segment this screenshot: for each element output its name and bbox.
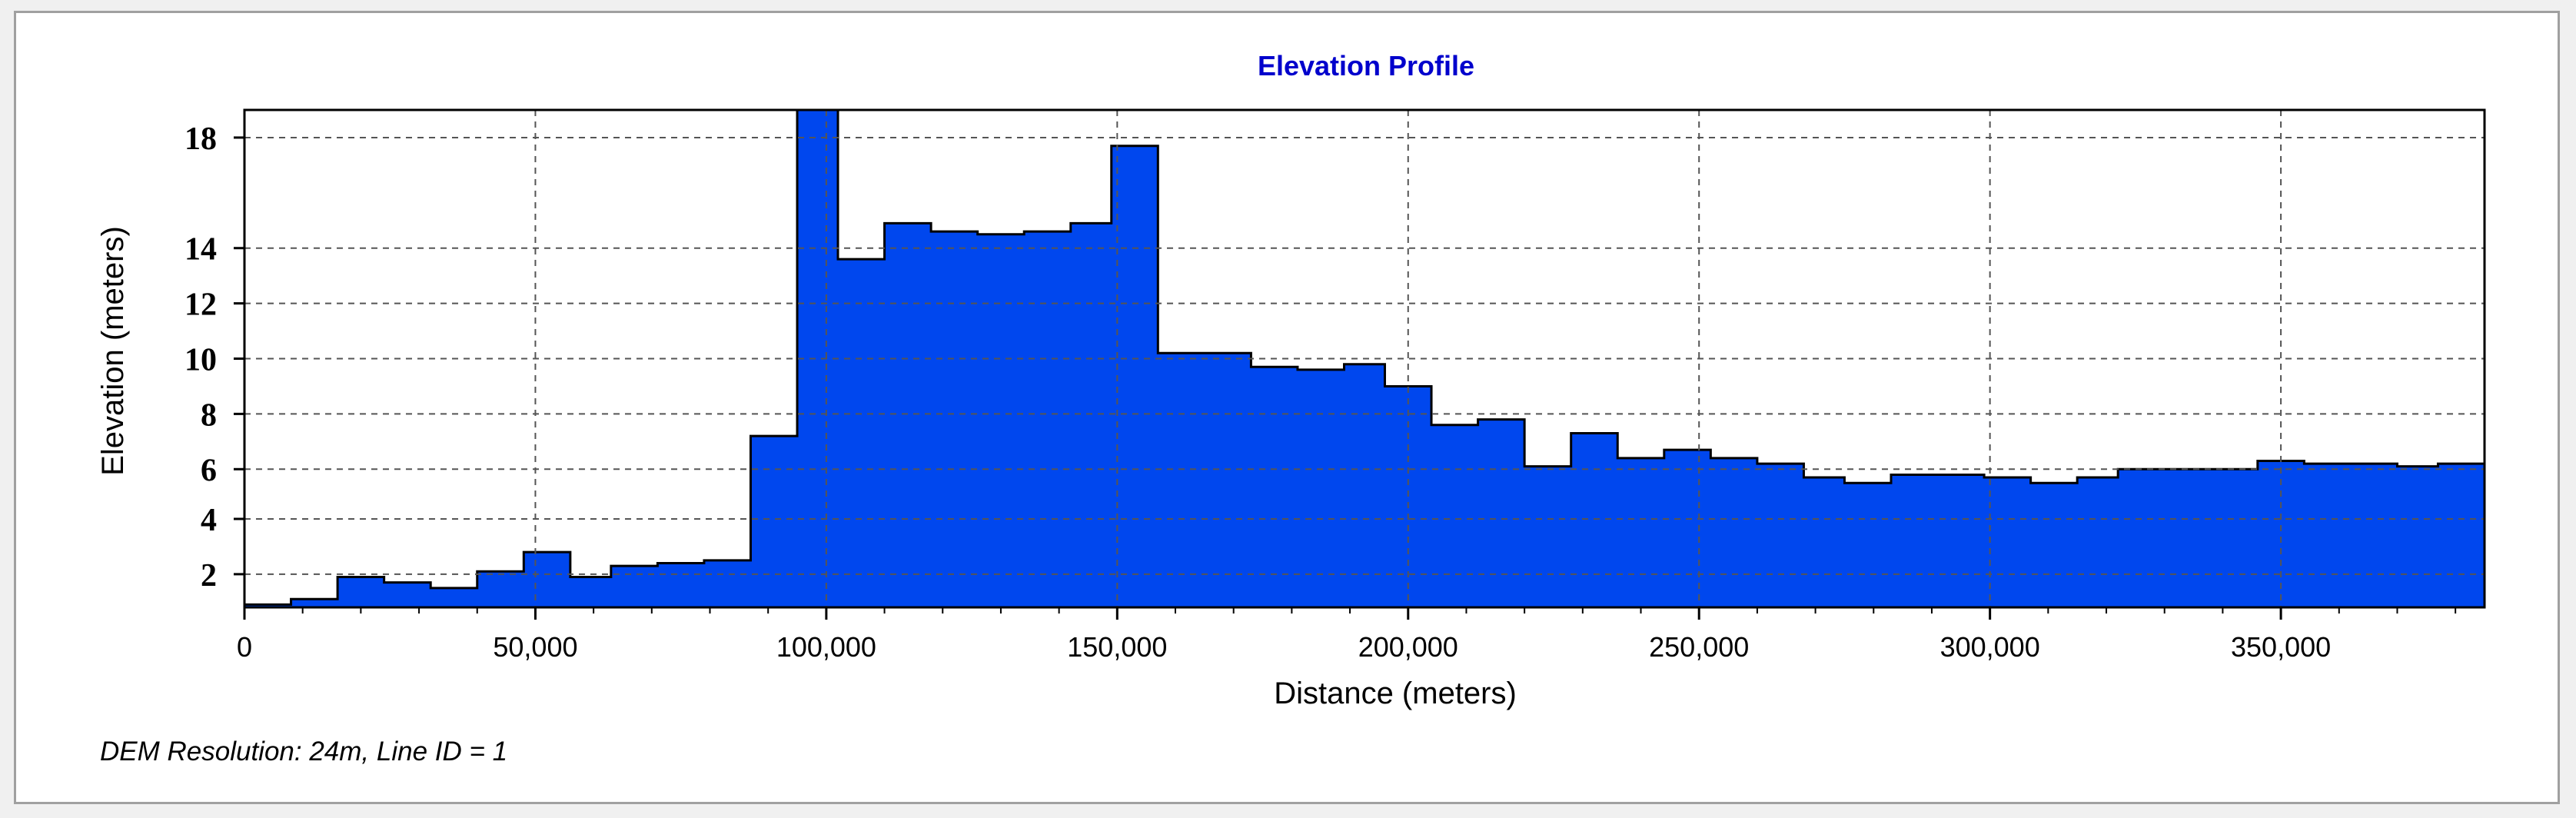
x-tick-label: 200,000: [1358, 631, 1458, 663]
x-axis-label: Distance (meters): [1274, 677, 1517, 710]
y-tick-label: 4: [201, 503, 217, 538]
x-tick-label: 50,000: [493, 631, 577, 663]
dem-resolution-note: DEM Resolution: 24m, Line ID = 1: [100, 737, 508, 766]
y-tick-label: 18: [184, 121, 217, 157]
y-axis-label: Elevation (meters): [96, 226, 130, 476]
x-tick-label: 250,000: [1649, 631, 1749, 663]
y-tick-label: 14: [184, 232, 217, 268]
x-tick-label: 350,000: [2231, 631, 2331, 663]
y-tick-label: 12: [184, 288, 217, 323]
y-tick-label: 6: [201, 453, 217, 488]
y-axis-label-band: [143, 108, 241, 607]
x-tick-label: 150,000: [1067, 631, 1167, 663]
elevation-area: [243, 108, 2486, 609]
y-tick-label: 2: [201, 558, 217, 594]
x-tick-label: 100,000: [776, 631, 876, 663]
y-tick-label: 10: [184, 343, 217, 378]
x-tick-label: 0: [237, 631, 252, 663]
chart-title: Elevation Profile: [1258, 50, 1474, 81]
y-tick-label: 8: [201, 397, 217, 433]
x-tick-label: 300,000: [1940, 631, 2040, 663]
